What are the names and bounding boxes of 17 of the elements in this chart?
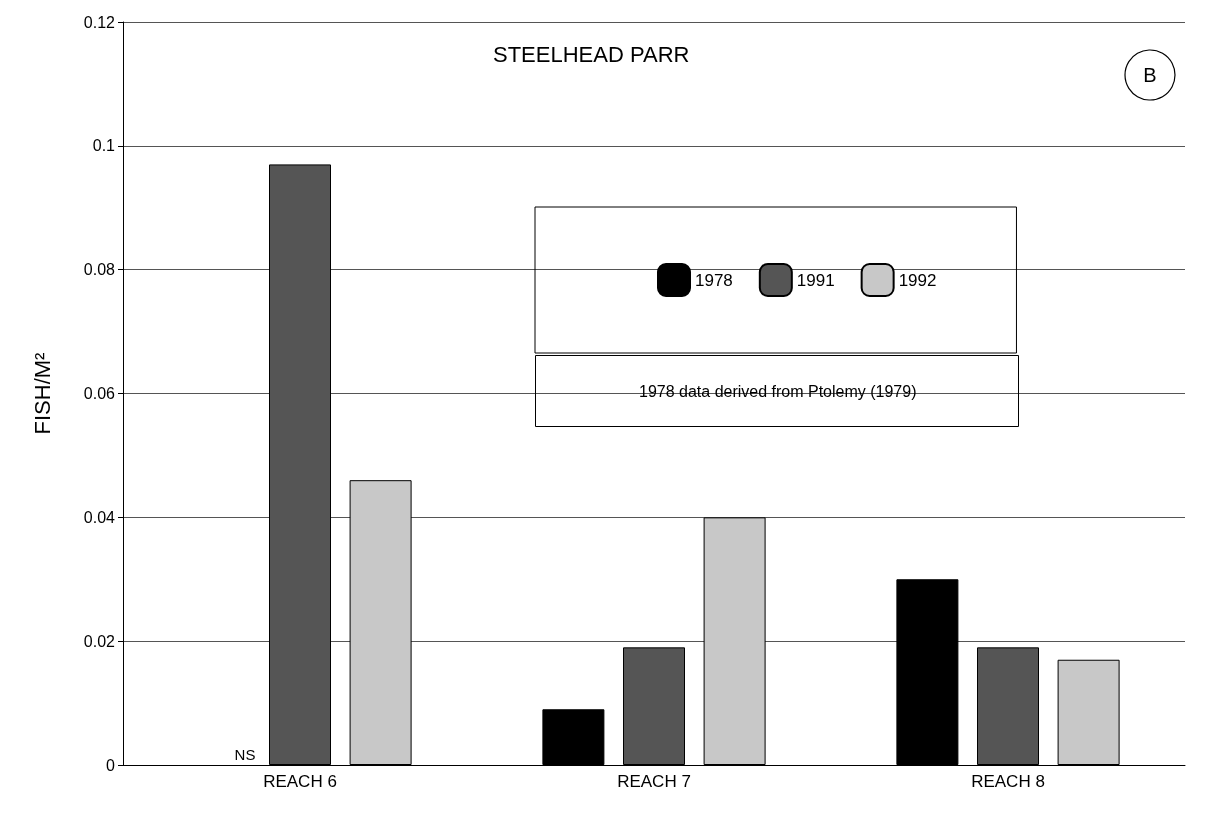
annotation: B — [1143, 64, 1157, 86]
y-tick-label: 0.04 — [83, 508, 116, 526]
y-tick-label: 0.12 — [83, 13, 116, 31]
annotation: NS — [234, 745, 256, 763]
x-tick-label: REACH 8 — [971, 772, 1045, 791]
x-tick-label: REACH 7 — [617, 772, 691, 791]
x-tick-label: REACH 6 — [263, 772, 337, 791]
legend-label: 1992 — [898, 270, 937, 290]
legend-label: 1978 — [695, 270, 733, 290]
y-tick-label: 0.08 — [83, 261, 116, 279]
y-tick-label: 0 — [106, 756, 116, 774]
y-tick-label: 0.06 — [83, 385, 116, 402]
y-tick-label: 0.02 — [83, 632, 116, 650]
y-axis-title: FISH/M² — [29, 352, 55, 435]
text: STEELHEAD PARR — [493, 41, 690, 67]
y-tick-label: 0.1 — [92, 137, 116, 155]
legend-label: 1991 — [796, 270, 835, 290]
